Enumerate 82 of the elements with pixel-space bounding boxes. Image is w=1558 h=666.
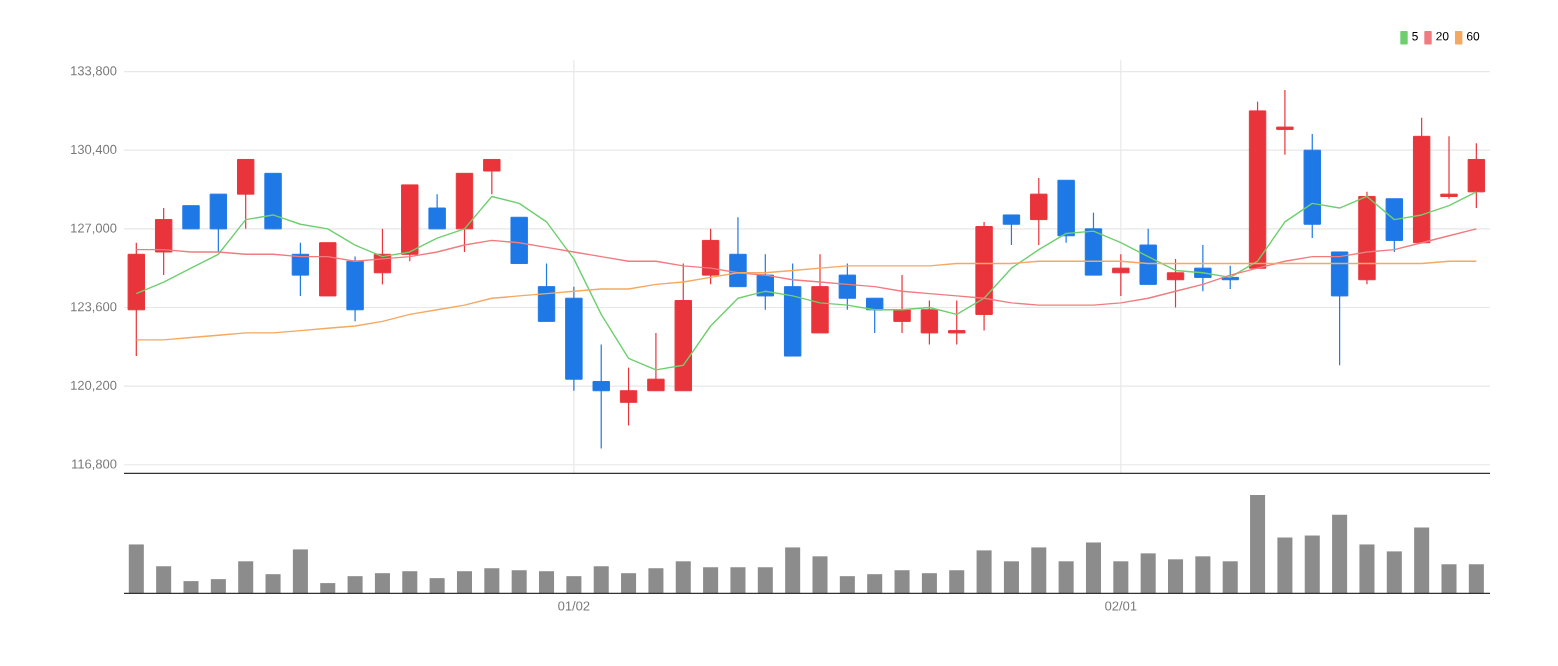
bar — [976, 550, 992, 595]
candlestick — [1002, 214, 1021, 246]
bar — [1140, 553, 1156, 595]
candlestick — [510, 216, 528, 265]
bar — [484, 568, 500, 595]
candlestick — [537, 262, 556, 322]
bar — [621, 573, 637, 595]
bar — [785, 547, 801, 595]
bar — [183, 581, 199, 595]
candlestick — [291, 242, 310, 297]
bar — [1031, 547, 1047, 595]
bar — [566, 576, 582, 595]
bar — [1250, 494, 1266, 595]
candlestick — [729, 216, 747, 288]
candlestick — [483, 158, 501, 195]
bar — [320, 583, 336, 595]
bar — [1003, 561, 1019, 595]
candlestick — [893, 274, 911, 334]
candlestick — [1139, 228, 1157, 285]
bar — [867, 574, 883, 595]
candlestick — [154, 207, 173, 276]
bar — [456, 571, 472, 595]
bar — [1277, 537, 1293, 595]
bar — [429, 578, 445, 595]
candlestick — [1385, 198, 1404, 253]
candlestick — [701, 228, 720, 285]
bar — [156, 566, 172, 595]
candlestick — [619, 367, 638, 427]
bar — [539, 571, 555, 595]
bar — [593, 566, 609, 595]
bar — [1414, 527, 1430, 595]
bar — [128, 544, 144, 595]
bar — [1113, 561, 1129, 595]
candlestick — [428, 193, 446, 230]
bar — [402, 571, 418, 595]
bar — [921, 573, 937, 595]
bar — [1386, 551, 1402, 595]
candlestick — [1112, 253, 1130, 297]
bar — [1441, 564, 1457, 595]
candlestick — [1330, 251, 1349, 366]
candlestick — [920, 299, 939, 346]
candlestick — [756, 253, 775, 311]
candlestick — [948, 299, 966, 346]
bar — [265, 574, 281, 595]
candlestick — [1030, 177, 1048, 246]
candlestick — [236, 158, 255, 230]
candlestick — [209, 193, 228, 253]
bar — [1168, 559, 1184, 595]
bar — [1304, 535, 1320, 595]
candlestick — [1467, 142, 1486, 209]
bar — [374, 573, 390, 595]
candlestick — [1440, 135, 1458, 200]
bar — [1332, 514, 1348, 595]
bar — [1085, 542, 1101, 595]
candlestick — [1166, 258, 1185, 309]
bar — [839, 576, 855, 595]
candlestick — [811, 253, 829, 334]
bar — [238, 561, 254, 595]
candlestick — [182, 205, 200, 230]
bar — [1222, 561, 1238, 595]
bar — [894, 570, 910, 595]
bar — [210, 579, 226, 595]
candlestick — [592, 343, 610, 450]
bar — [949, 570, 965, 595]
bar — [703, 567, 719, 595]
candlestick — [1276, 89, 1294, 156]
bar — [511, 570, 527, 595]
bar — [1058, 561, 1074, 595]
bar — [1468, 564, 1484, 595]
candlestick — [1084, 212, 1103, 276]
bar — [347, 576, 363, 595]
bar — [812, 556, 828, 595]
candlestick — [865, 297, 884, 334]
bar — [757, 567, 773, 595]
bar — [1359, 544, 1375, 595]
bar — [292, 549, 308, 595]
bar — [1195, 556, 1211, 595]
candlestick — [838, 262, 857, 311]
bar — [648, 568, 664, 595]
bar — [675, 561, 691, 595]
bar — [730, 567, 746, 595]
candlestick — [647, 332, 665, 392]
